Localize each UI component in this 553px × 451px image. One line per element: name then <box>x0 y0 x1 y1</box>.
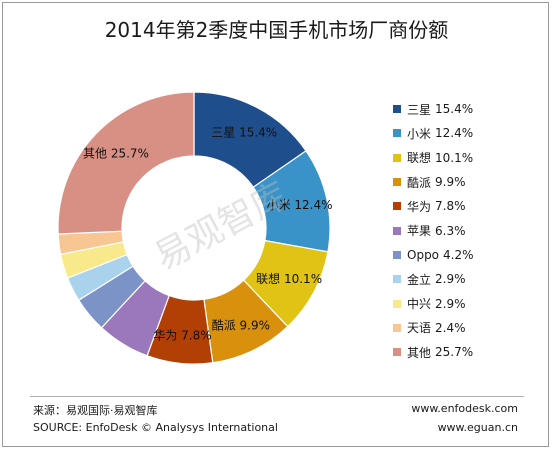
legend-label: 华为 <box>407 199 432 214</box>
legend-value: 4.2% <box>443 247 474 262</box>
legend-item: 苹果 6.3% <box>393 218 474 242</box>
legend-swatch <box>393 250 401 259</box>
legend-swatch <box>393 129 401 138</box>
legend-value: 2.9% <box>435 272 466 287</box>
legend-item: 其他 25.7% <box>393 340 474 364</box>
legend-label: Oppo <box>407 247 440 262</box>
legend-swatch <box>393 178 401 187</box>
legend-item: 金立 2.9% <box>393 267 474 291</box>
legend-value: 15.4% <box>435 102 474 117</box>
chart-title: 2014年第2季度中国手机市场厂商份额 <box>104 18 449 42</box>
data-label-三星: 三星 15.4% <box>211 125 277 139</box>
legend-swatch <box>393 348 401 357</box>
legend-swatch <box>393 153 401 162</box>
legend-label: 金立 <box>407 272 432 287</box>
data-label-小米: 小米 12.4% <box>267 198 333 212</box>
legend-item: Oppo 4.2% <box>393 243 474 267</box>
legend-value: 12.4% <box>435 126 474 141</box>
data-label-其他: 其他 25.7% <box>83 146 149 160</box>
legend-item: 三星 15.4% <box>393 97 474 121</box>
legend-label: 苹果 <box>407 224 432 239</box>
footer-divider <box>30 396 524 397</box>
legend-value: 2.4% <box>435 320 466 335</box>
legend-swatch <box>393 275 401 284</box>
legend-value: 10.1% <box>435 150 474 165</box>
legend-item: 酷派 9.9% <box>393 170 474 194</box>
source-en: SOURCE: EnfoDesk © Analysys Internationa… <box>33 421 278 434</box>
legend-value: 6.3% <box>435 223 466 238</box>
data-label-酷派: 酷派 9.9% <box>212 318 270 332</box>
url-eguan: www.eguan.cn <box>437 421 518 434</box>
legend-swatch <box>393 226 401 235</box>
chart-legend: 三星 15.4% 小米 12.4% 联想 10.1% 酷派 9.9% 华为 7.8% 苹果 6.3% O… <box>393 97 474 364</box>
source-cn: 来源：易观国际·易观智库 <box>33 404 158 417</box>
legend-label: 联想 <box>407 151 432 166</box>
legend-value: 9.9% <box>435 175 466 190</box>
slice-其他 <box>57 91 195 235</box>
legend-swatch <box>393 105 401 114</box>
url-enfodesk: www.enfodesk.com <box>411 402 518 415</box>
legend-swatch <box>393 202 401 211</box>
legend-label: 酷派 <box>407 175 432 190</box>
legend-value: 7.8% <box>435 199 466 214</box>
data-label-华为: 华为 7.8% <box>153 328 211 342</box>
legend-item: 联想 10.1% <box>393 146 474 170</box>
legend-item: 小米 12.4% <box>393 121 474 145</box>
legend-item: 华为 7.8% <box>393 194 474 218</box>
legend-label: 三星 <box>407 102 432 117</box>
legend-label: 其他 <box>407 345 432 360</box>
legend-value: 25.7% <box>435 345 474 360</box>
legend-value: 2.9% <box>435 296 466 311</box>
data-label-联想: 联想 10.1% <box>256 271 322 286</box>
legend-item: 天语 2.4% <box>393 316 474 340</box>
legend-swatch <box>393 299 401 308</box>
legend-swatch <box>393 323 401 332</box>
legend-label: 小米 <box>407 126 432 141</box>
legend-item: 中兴 2.9% <box>393 291 474 315</box>
legend-label: 中兴 <box>407 297 432 312</box>
legend-label: 天语 <box>407 321 432 336</box>
